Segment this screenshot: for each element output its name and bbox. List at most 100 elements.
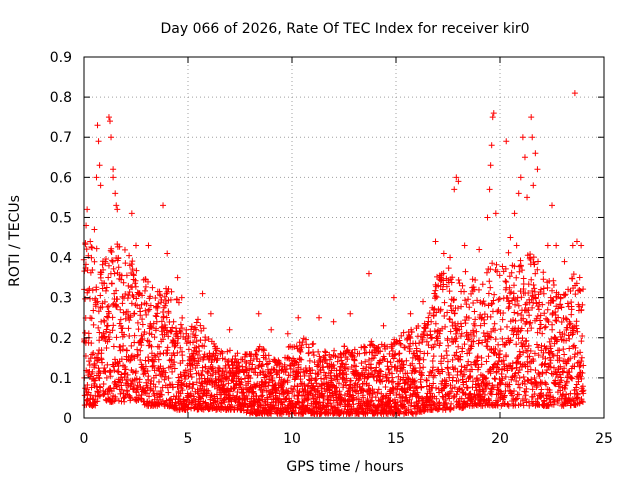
data-point	[411, 365, 418, 372]
data-point	[111, 290, 118, 297]
data-point	[520, 285, 527, 292]
data-point	[175, 299, 182, 306]
data-point	[386, 377, 393, 384]
data-point	[232, 382, 239, 389]
data-point	[564, 358, 571, 365]
data-point	[451, 186, 458, 193]
data-point	[550, 277, 557, 284]
data-point	[430, 353, 437, 360]
data-point	[235, 359, 242, 366]
data-point	[101, 333, 108, 340]
data-point	[547, 360, 554, 367]
data-point	[451, 384, 458, 391]
data-point	[234, 388, 241, 395]
data-point	[546, 389, 553, 396]
data-point	[226, 373, 233, 380]
data-point	[461, 371, 468, 378]
data-point	[389, 374, 396, 381]
data-point	[561, 385, 568, 392]
data-point	[161, 293, 168, 300]
data-point	[444, 309, 451, 316]
data-point	[332, 353, 339, 360]
data-point	[223, 369, 230, 376]
data-point	[310, 352, 317, 359]
data-point	[425, 342, 432, 349]
data-point	[120, 279, 127, 286]
data-point	[550, 297, 557, 304]
x-tick-label: 5	[184, 431, 193, 447]
data-point	[436, 406, 443, 413]
data-point	[105, 274, 112, 281]
y-axis-label: ROTI / TECUs	[7, 195, 23, 287]
data-point	[431, 341, 438, 348]
data-point	[561, 258, 568, 265]
data-point	[521, 154, 528, 161]
data-point	[455, 377, 462, 384]
data-point	[311, 359, 318, 366]
data-point	[433, 395, 440, 402]
data-point	[509, 365, 516, 372]
data-point	[134, 319, 141, 326]
data-point	[510, 290, 517, 297]
data-point	[486, 366, 493, 373]
data-point	[519, 134, 526, 141]
data-point	[157, 388, 164, 395]
data-point	[489, 114, 496, 121]
data-point	[315, 370, 322, 377]
data-point	[546, 354, 553, 361]
data-point	[256, 358, 263, 365]
data-point	[266, 379, 273, 386]
data-point	[411, 377, 418, 384]
data-point	[578, 375, 585, 382]
data-point	[504, 294, 511, 301]
data-point	[107, 373, 114, 380]
data-point	[361, 350, 368, 357]
data-point	[397, 408, 404, 415]
data-point	[148, 324, 155, 331]
data-point	[503, 278, 510, 285]
data-point	[130, 272, 137, 279]
data-point	[411, 350, 418, 357]
data-point	[488, 385, 495, 392]
data-point	[129, 369, 136, 376]
data-point	[398, 332, 405, 339]
data-point	[414, 389, 421, 396]
data-point	[505, 249, 512, 256]
data-point	[424, 332, 431, 339]
data-point	[103, 374, 110, 381]
data-point	[133, 375, 140, 382]
data-point	[459, 345, 466, 352]
data-point	[85, 330, 92, 337]
data-point	[89, 287, 96, 294]
data-point	[151, 358, 158, 365]
data-point	[128, 342, 135, 349]
data-point	[437, 306, 444, 313]
data-point	[550, 401, 557, 408]
data-point	[479, 339, 486, 346]
data-point	[349, 352, 356, 359]
data-point	[417, 365, 424, 372]
data-point	[536, 299, 543, 306]
data-point	[96, 162, 103, 169]
data-point	[476, 337, 482, 344]
data-point	[204, 368, 211, 375]
data-point	[477, 322, 484, 329]
data-point	[270, 366, 277, 373]
x-tick-label: 20	[491, 431, 509, 447]
data-point	[515, 369, 522, 376]
data-point	[509, 297, 516, 304]
data-point	[514, 310, 521, 317]
data-point	[167, 296, 174, 303]
data-point	[91, 360, 98, 367]
data-point	[544, 284, 551, 291]
data-point	[144, 368, 151, 375]
data-point	[182, 367, 189, 374]
data-point	[569, 375, 576, 382]
y-tick-label: 0.9	[50, 50, 72, 66]
data-point	[533, 341, 540, 348]
data-point	[540, 290, 547, 297]
data-point	[512, 370, 519, 377]
data-point	[119, 346, 126, 353]
data-point	[305, 349, 312, 356]
data-point	[487, 370, 494, 377]
